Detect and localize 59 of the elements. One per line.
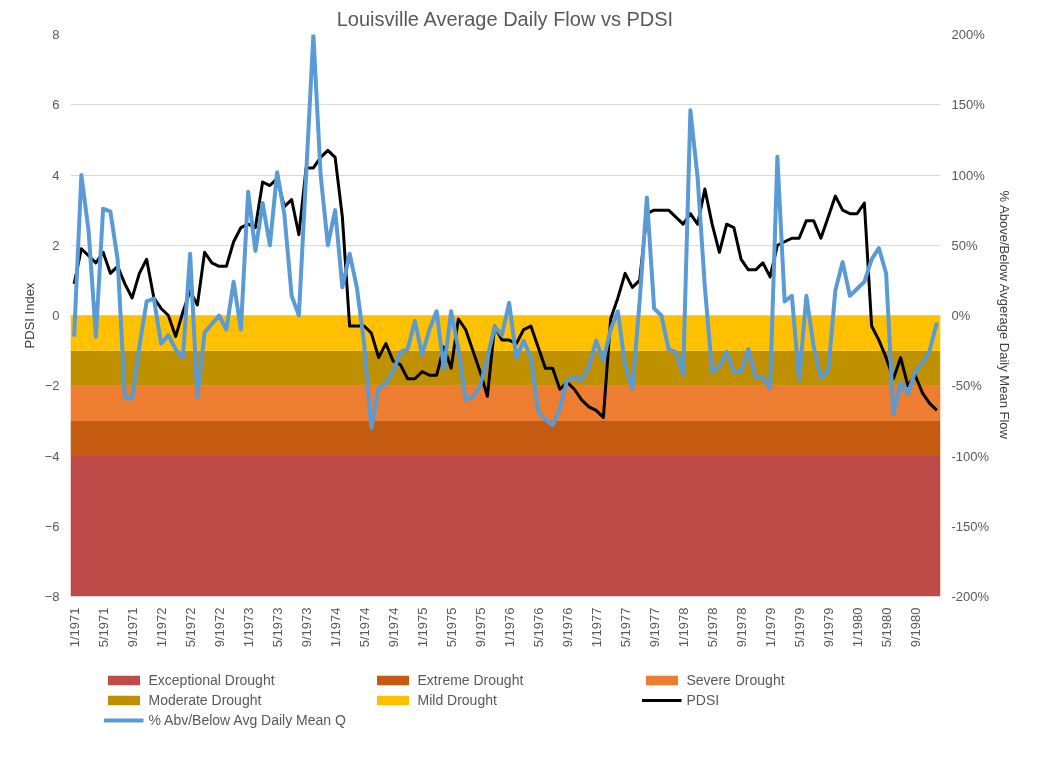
y-tick-label: −2 [44,378,60,394]
x-tick-label: 1/1975 [414,607,430,648]
y-axis-title: PDSI Index [21,282,37,349]
x-tick-label: 5/1976 [530,607,546,648]
y-tick-label: 6 [52,97,60,113]
x-tick-label: 5/1972 [182,607,198,648]
x-tick-label: 5/1978 [704,607,720,648]
legend-label: Severe Drought [686,672,786,688]
x-tick-label: 9/1972 [211,607,227,648]
x-tick-label: 5/1974 [356,607,372,648]
x-tick-label: 5/1971 [95,607,111,648]
y2-tick-label: -150% [951,518,990,534]
x-tick-label: 9/1980 [907,607,923,648]
x-tick-label: 1/1977 [588,607,604,648]
legend-label: % Abv/Below Avg Daily Mean Q [148,712,347,728]
legend-label: Extreme Drought [417,672,525,688]
y2-tick-label: -50% [951,378,983,394]
legend-label: PDSI [686,692,721,708]
y2-tick-label: 150% [951,97,986,113]
x-tick-label: 1/1979 [762,607,778,648]
x-tick-label: 5/1977 [617,607,633,648]
y-tick-label: 2 [52,237,60,253]
y-tick-label: −8 [44,589,60,604]
y2-tick-label: 0% [951,308,971,323]
x-tick-label: 9/1975 [472,607,488,648]
y2-tick-label: 50% [951,237,978,253]
x-tick-label: 9/1976 [559,607,575,648]
y-tick-label: −4 [44,448,60,464]
y2-tick-label: -100% [951,448,990,464]
legend-label: Exceptional Drought [148,672,276,688]
y2-tick-label: -200% [951,589,990,604]
x-tick-label: 5/1975 [443,607,459,648]
x-tick-label: 5/1980 [878,607,894,648]
x-tick-label: 1/1976 [501,607,517,648]
x-tick-label: 1/1972 [153,607,169,648]
legend-label: Mild Drought [417,692,498,708]
y-tick-label: 8 [52,27,60,42]
x-tick-label: 9/1974 [385,607,401,648]
x-tick-label: 1/1978 [675,607,691,648]
x-tick-label: 1/1973 [240,607,256,648]
legend-label: Moderate Drought [148,692,263,708]
x-tick-label: 5/1973 [269,607,285,648]
x-tick-label: 1/1971 [66,607,82,648]
y-tick-label: 0 [52,308,60,323]
x-tick-label: 1/1974 [327,607,343,648]
x-tick-label: 1/1980 [849,607,865,648]
x-tick-label: 9/1971 [124,607,140,648]
y2-tick-label: 200% [951,27,986,42]
x-tick-label: 9/1973 [298,607,314,648]
y2-axis-title: % Above/Below Avgerage Daily Mean Flow [997,190,1013,440]
x-tick-label: 9/1979 [820,607,836,648]
x-tick-label: 5/1979 [791,607,807,648]
y-tick-label: −6 [44,518,60,534]
y2-tick-label: 100% [951,167,986,183]
y-tick-label: 4 [52,167,60,183]
chart-title: Louisville Average Daily Flow vs PDSI [336,7,674,30]
x-tick-label: 9/1977 [646,607,662,648]
x-tick-label: 9/1978 [733,607,749,648]
line-series [72,34,939,430]
